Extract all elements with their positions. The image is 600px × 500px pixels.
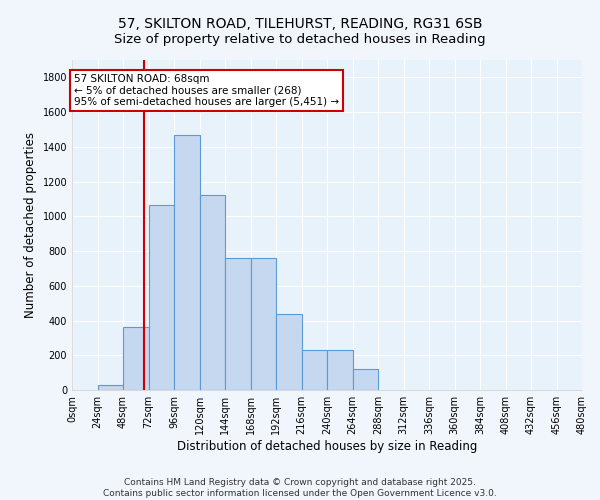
Bar: [225, 258, 251, 390]
Text: Contains HM Land Registry data © Crown copyright and database right 2025.
Contai: Contains HM Land Registry data © Crown c…: [103, 478, 497, 498]
Bar: [353, 369, 378, 390]
Bar: [97, 385, 123, 390]
Bar: [276, 314, 302, 390]
Bar: [327, 350, 353, 390]
Bar: [302, 350, 327, 390]
Text: 57, SKILTON ROAD, TILEHURST, READING, RG31 6SB: 57, SKILTON ROAD, TILEHURST, READING, RG…: [118, 18, 482, 32]
Bar: [251, 258, 276, 390]
Bar: [174, 134, 199, 390]
Bar: [123, 328, 149, 390]
Y-axis label: Number of detached properties: Number of detached properties: [24, 132, 37, 318]
Bar: [149, 205, 174, 390]
X-axis label: Distribution of detached houses by size in Reading: Distribution of detached houses by size …: [177, 440, 477, 452]
Bar: [199, 196, 225, 390]
Text: Size of property relative to detached houses in Reading: Size of property relative to detached ho…: [114, 32, 486, 46]
Text: 57 SKILTON ROAD: 68sqm
← 5% of detached houses are smaller (268)
95% of semi-det: 57 SKILTON ROAD: 68sqm ← 5% of detached …: [74, 74, 339, 107]
